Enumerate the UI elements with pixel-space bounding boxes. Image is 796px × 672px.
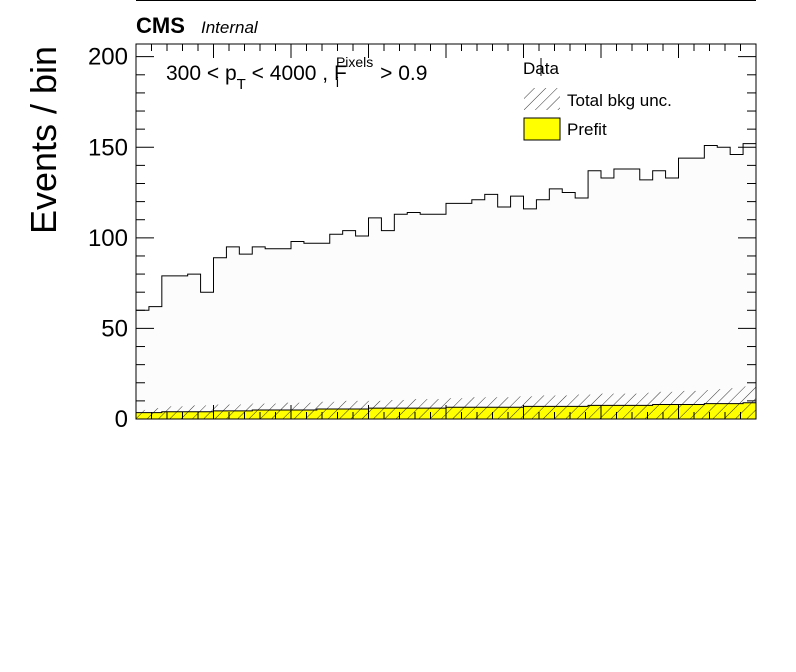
legend-prefit-swatch	[523, 117, 561, 141]
unc-bin	[639, 392, 653, 419]
unc-bin	[394, 399, 408, 419]
unc-bin	[575, 394, 589, 419]
unc-bin	[626, 393, 640, 419]
unc-bin	[303, 402, 317, 419]
unc-bin	[613, 393, 627, 419]
unc-bin	[743, 386, 756, 419]
unc-bin	[730, 388, 744, 419]
legend-data-label: Data	[523, 59, 559, 78]
unc-bin	[187, 405, 201, 419]
y-axis: 0 50 100 150 200	[88, 44, 757, 433]
y-tick-label: 50	[101, 315, 128, 342]
unc-bin	[136, 409, 149, 419]
cms-label: CMS	[136, 13, 185, 38]
legend-unc-swatch	[524, 88, 560, 110]
uncertainty-band	[136, 386, 756, 419]
unc-bin	[368, 400, 382, 419]
y-tick-label: 150	[88, 134, 128, 161]
unc-bin	[588, 394, 601, 419]
unc-bin	[213, 404, 227, 419]
unc-bin	[458, 398, 472, 419]
unc-bin	[161, 406, 175, 419]
region-label: 300 < pT < 4000 , FiPixels > 0.9	[166, 54, 427, 93]
unc-bin	[665, 391, 679, 419]
unc-bin	[407, 399, 421, 419]
unc-bin	[691, 390, 705, 419]
unc-bin	[329, 401, 343, 419]
legend: Data Total bkg unc. Prefit	[523, 58, 672, 141]
unc-bin	[536, 395, 550, 419]
data-histogram	[135, 143, 757, 420]
unc-bin	[278, 402, 291, 419]
legend-unc-label: Total bkg unc.	[567, 91, 672, 110]
unc-bin	[148, 408, 162, 419]
unc-bin	[420, 399, 434, 419]
unc-bin	[678, 390, 692, 419]
unc-bin	[174, 406, 188, 419]
unc-bin	[252, 403, 266, 419]
y-tick-label: 200	[88, 44, 128, 71]
y-tick-label: 0	[115, 406, 128, 433]
unc-bin	[226, 404, 240, 419]
data-series	[135, 143, 757, 420]
unc-bin	[355, 400, 369, 419]
unc-bin	[381, 399, 395, 419]
unc-bin	[484, 397, 498, 419]
unc-bin	[562, 395, 576, 419]
unc-bin	[291, 402, 304, 419]
unc-bin	[601, 393, 614, 419]
unc-bin	[265, 403, 279, 419]
y-axis-label: Events / bin	[23, 46, 64, 234]
unc-bin	[497, 397, 511, 419]
unc-bin	[510, 396, 524, 419]
unc-bin	[549, 395, 563, 419]
unc-bin	[433, 399, 446, 419]
unc-bin	[342, 400, 356, 419]
internal-label: Internal	[201, 18, 259, 37]
unc-bin	[704, 390, 718, 419]
legend-prefit-label: Prefit	[567, 120, 607, 139]
unc-bin	[523, 396, 537, 419]
unc-bin	[652, 391, 666, 419]
unc-bin	[316, 401, 330, 419]
unc-bin	[717, 389, 731, 419]
unc-bin	[239, 404, 253, 419]
y-tick-label: 100	[88, 225, 128, 252]
unc-bin	[200, 405, 214, 419]
unc-bin	[471, 397, 485, 419]
unc-bin	[446, 398, 459, 419]
